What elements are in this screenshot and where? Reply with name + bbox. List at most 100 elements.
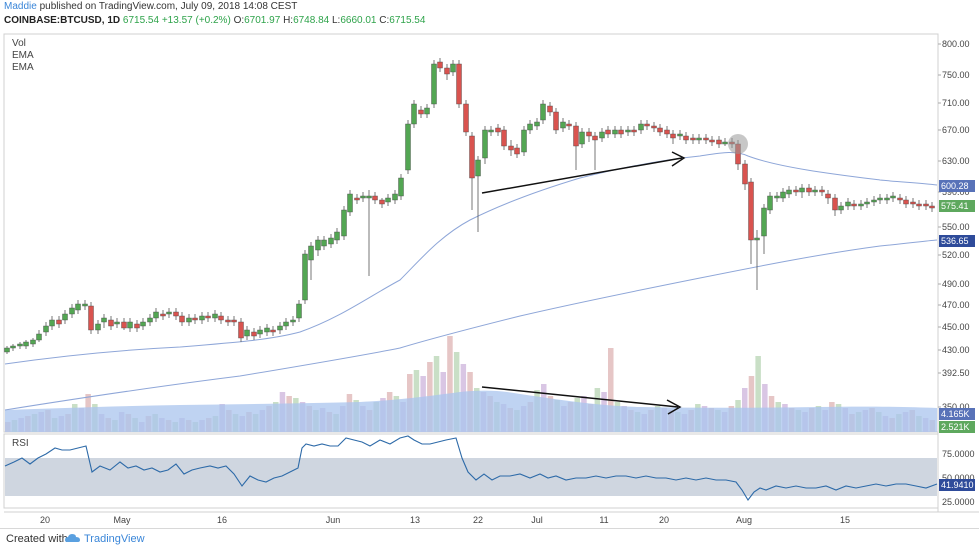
time-axis-label: 15 bbox=[840, 515, 850, 525]
high-value: 6748.84 bbox=[293, 15, 330, 26]
rsi-band bbox=[5, 458, 937, 496]
candle-body bbox=[431, 63, 437, 105]
price-axis-label: 350.00 bbox=[942, 402, 970, 412]
candle-body bbox=[17, 343, 23, 347]
candle-body bbox=[392, 193, 398, 201]
vol-last-tag: 2.521K bbox=[939, 421, 975, 433]
author-link[interactable]: Maddie bbox=[4, 1, 37, 12]
candle-body bbox=[514, 147, 520, 155]
candle-body bbox=[257, 329, 263, 335]
candle-body bbox=[290, 319, 296, 323]
candle-body bbox=[231, 319, 237, 323]
header-line-2: COINBASE:BTCUSD, 1D 6715.54 +13.57 (+0.2… bbox=[4, 14, 425, 28]
candle-body bbox=[742, 163, 748, 185]
indicator-legend: Vol EMA EMA bbox=[12, 38, 34, 74]
candle-body bbox=[315, 239, 321, 251]
candle-body bbox=[121, 321, 127, 329]
candle-body bbox=[328, 237, 334, 245]
candle-body bbox=[761, 207, 767, 237]
highlight-marker[interactable] bbox=[728, 134, 748, 154]
candle-body bbox=[560, 121, 566, 129]
footer-brand-link[interactable]: TradingView bbox=[84, 533, 145, 545]
low-value: 6660.01 bbox=[340, 15, 377, 26]
price-axis[interactable]: 800.00 750.00 710.00 670.00 630.00 590.00 550.… bbox=[938, 39, 970, 412]
candle-body bbox=[372, 195, 378, 201]
legend-rsi[interactable]: RSI bbox=[12, 438, 29, 449]
price-pane[interactable] bbox=[3, 33, 939, 433]
candle-body bbox=[205, 315, 211, 319]
candle-body bbox=[832, 197, 838, 211]
candle-body bbox=[283, 321, 289, 327]
candle-body bbox=[23, 341, 29, 347]
candle-body bbox=[36, 333, 42, 341]
candle-body bbox=[270, 329, 276, 333]
candle-body bbox=[553, 111, 559, 131]
candle-body bbox=[799, 187, 805, 193]
header-line-1: Maddie published on TradingView.com, Jul… bbox=[4, 0, 297, 14]
time-axis-label: 20 bbox=[40, 515, 50, 525]
candle-body bbox=[69, 307, 75, 315]
candle-body bbox=[716, 139, 722, 145]
candle-body bbox=[341, 209, 347, 237]
last-price-tag: 575.41 bbox=[939, 200, 975, 212]
price-trend-arrow[interactable] bbox=[481, 157, 683, 194]
time-axis[interactable]: 20 May 16 Jun 13 22 Jul 11 20 Aug 15 bbox=[40, 515, 850, 525]
candle-body bbox=[618, 129, 624, 135]
candle-body bbox=[780, 191, 786, 199]
candle-body bbox=[244, 329, 250, 337]
volume-bar bbox=[447, 336, 453, 432]
candle-body bbox=[612, 129, 618, 135]
candle-body bbox=[398, 177, 404, 197]
price-axis-label: 750.00 bbox=[942, 70, 970, 80]
candle-body bbox=[10, 345, 16, 349]
price-axis-label: 392.50 bbox=[942, 368, 970, 378]
candle-body bbox=[30, 339, 36, 345]
legend-vol[interactable]: Vol bbox=[12, 38, 26, 49]
candle-body bbox=[147, 317, 153, 323]
rsi-axis[interactable]: 75.0000 50.0000 25.0000 bbox=[942, 449, 975, 507]
candle-body bbox=[379, 199, 385, 205]
candle-body bbox=[786, 189, 792, 195]
candle-body bbox=[858, 203, 864, 207]
candle-body bbox=[88, 305, 94, 331]
legend-ema-2[interactable]: EMA bbox=[12, 62, 34, 73]
candle-body bbox=[722, 141, 728, 145]
legend-ema-1[interactable]: EMA bbox=[12, 50, 34, 61]
ema-fast-line bbox=[4, 152, 938, 365]
time-axis-label: 22 bbox=[473, 515, 483, 525]
price-chart[interactable]: 800.00 750.00 710.00 670.00 630.00 590.00 550.… bbox=[0, 30, 979, 530]
candle-body bbox=[424, 107, 430, 115]
price-axis-label: 520.00 bbox=[942, 250, 970, 260]
candle-body bbox=[864, 201, 870, 205]
candle-body bbox=[463, 103, 469, 133]
price-axis-label: 550.00 bbox=[942, 222, 970, 232]
candle-body bbox=[108, 319, 114, 327]
candle-body bbox=[450, 63, 456, 73]
volume-trend-arrow[interactable] bbox=[481, 386, 679, 408]
candle-body bbox=[508, 145, 514, 151]
candle-body bbox=[366, 195, 372, 199]
candle-body bbox=[929, 205, 935, 209]
candle-body bbox=[683, 135, 689, 141]
candle-body bbox=[599, 131, 605, 139]
candle-body bbox=[264, 327, 270, 333]
candle-body bbox=[890, 195, 896, 199]
candle-body bbox=[703, 137, 709, 141]
candlesticks bbox=[4, 58, 935, 354]
candle-body bbox=[605, 129, 611, 135]
candle-body bbox=[179, 315, 185, 323]
rsi-axis-label: 25.0000 bbox=[942, 497, 975, 507]
volume-bar bbox=[608, 348, 614, 432]
symbol-label: COINBASE:BTCUSD, 1D bbox=[4, 15, 121, 26]
candle-body bbox=[173, 311, 179, 317]
candle-body bbox=[579, 131, 585, 145]
candle-body bbox=[43, 325, 49, 333]
published-text: published on TradingView.com, July 09, 2… bbox=[39, 1, 298, 12]
footer: Created with TradingView bbox=[0, 528, 979, 551]
candle-body bbox=[140, 321, 146, 327]
candle-body bbox=[277, 325, 283, 331]
price-axis-label: 590.00 bbox=[942, 187, 970, 197]
ema-slow-line bbox=[4, 239, 938, 411]
candle-body bbox=[475, 159, 481, 177]
close-value: 6715.54 bbox=[389, 15, 426, 26]
